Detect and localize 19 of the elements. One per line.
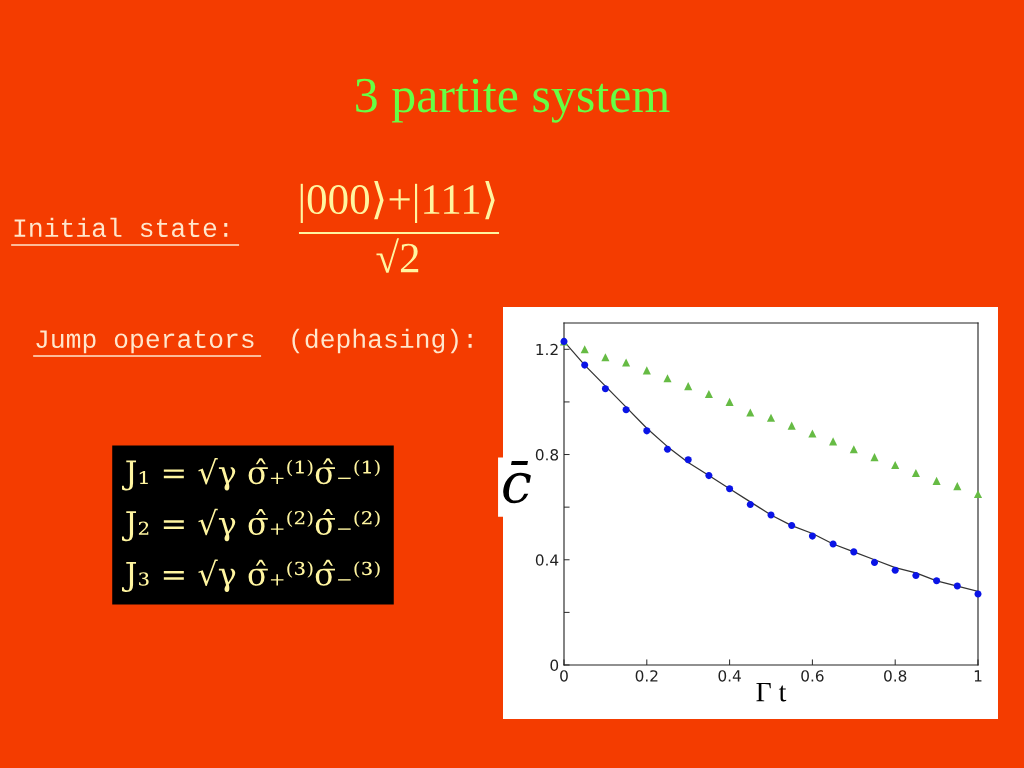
text: (dephasing): [292,328,472,354]
x-tick-label: 0.8 [884,670,907,682]
text: Initial state: [14,217,228,238]
y-tick-label: 1.2 [536,343,558,356]
text: |000⟩+|111⟩ [300,181,495,223]
y-tick-label: 0 [550,659,559,672]
y-tick-label: 0.8 [535,449,559,461]
chart-title: 3 partite system [356,78,670,123]
x-tick-label: 1 [974,670,982,682]
x-tick-label: 0.6 [801,670,824,682]
x-tick-label: 0.2 [635,670,658,682]
text: J₁ = √γ σ̂₊⁽¹⁾σ̂₋⁽¹⁾ J₂ = √γ σ̂₊⁽²⁾σ̂₋⁽²⁾ J₃ = √γ σ̂₊⁽³⁾σ̂₋⁽³⁾ [122,457,380,593]
text: Jump operators [36,330,254,354]
text: √2 [376,238,419,273]
x-axis-title: Γ t [756,682,787,702]
x-tick-label: 0 [560,670,568,682]
y-tick-label: 0.4 [535,554,559,566]
y-axis-title: c̄ [503,461,531,504]
x-tick-label: 0.4 [718,670,741,682]
